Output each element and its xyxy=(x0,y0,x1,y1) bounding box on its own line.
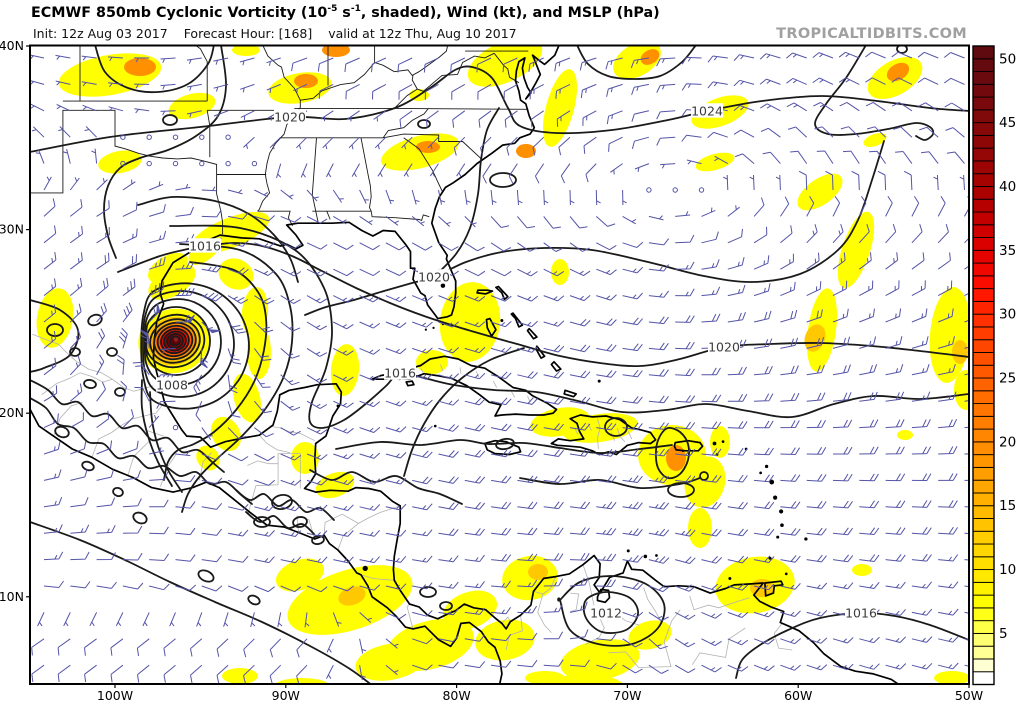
title-text: ECMWF 850mb Cyclonic Vorticity (10 xyxy=(31,4,328,21)
admin-borders-foreign xyxy=(32,333,793,668)
us-state-borders xyxy=(30,45,529,235)
svg-text:30: 30 xyxy=(999,307,1016,323)
svg-text:45: 45 xyxy=(999,115,1016,131)
title-text: s xyxy=(337,4,351,21)
svg-text:10: 10 xyxy=(999,562,1016,578)
map-frame xyxy=(29,44,970,685)
svg-text:50W: 50W xyxy=(955,688,983,703)
svg-text:100W: 100W xyxy=(97,688,133,703)
svg-text:1024: 1024 xyxy=(691,104,723,119)
svg-text:40: 40 xyxy=(999,179,1016,195)
svg-text:40N: 40N xyxy=(0,38,24,53)
svg-text:1016: 1016 xyxy=(845,606,877,621)
svg-text:35: 35 xyxy=(999,243,1016,259)
svg-text:10N: 10N xyxy=(0,589,24,604)
svg-text:90W: 90W xyxy=(272,688,300,703)
svg-text:5: 5 xyxy=(999,626,1008,642)
svg-text:30N: 30N xyxy=(0,222,24,237)
site-watermark: TROPICALTIDBITS.COM xyxy=(776,26,967,42)
init-time: Init: 12z Aug 03 2017 xyxy=(33,26,168,41)
svg-text:1020: 1020 xyxy=(418,270,450,285)
map-title: ECMWF 850mb Cyclonic Vorticity (10-5 s-1… xyxy=(31,4,660,21)
svg-text:50: 50 xyxy=(999,51,1016,67)
svg-text:1008: 1008 xyxy=(156,378,188,393)
title-superscript: -1 xyxy=(350,4,361,14)
svg-text:70W: 70W xyxy=(613,688,641,703)
svg-text:80W: 80W xyxy=(442,688,470,703)
axis-labels: 40N 30N 20N 10N 100W 90W 80W 70W 60W 50W xyxy=(0,38,983,703)
title-superscript: -5 xyxy=(327,4,338,14)
svg-text:1016: 1016 xyxy=(384,366,416,381)
vorticity-colorbar: 5 10 15 20 25 30 35 40 45 50 xyxy=(972,45,1016,686)
svg-text:20: 20 xyxy=(999,434,1016,450)
valid-time: valid at 12z Thu, Aug 10 2017 xyxy=(328,26,517,41)
coastlines xyxy=(30,45,900,684)
svg-text:1020: 1020 xyxy=(708,340,740,355)
svg-text:15: 15 xyxy=(999,498,1016,514)
map-layers: 1020 1024 1016 1020 1016 1020 1008 1012 1016 xyxy=(30,45,969,684)
svg-text:25: 25 xyxy=(999,371,1016,387)
title-text: , shaded), Wind (kt), and MSLP (hPa) xyxy=(360,4,660,21)
mslp-contour-labels: 1020 1024 1016 1020 1016 1020 1008 1012 1016 xyxy=(156,103,877,621)
svg-text:1012: 1012 xyxy=(590,606,622,621)
svg-text:60W: 60W xyxy=(784,688,812,703)
forecast-hour: Forecast Hour: [168] xyxy=(183,26,313,41)
vorticity-shading xyxy=(36,45,969,684)
init-valid-line: Init: 12z Aug 03 2017 Forecast Hour: [168… xyxy=(33,26,533,41)
svg-text:1016: 1016 xyxy=(189,239,221,254)
mslp-contours xyxy=(30,45,969,684)
svg-text:20N: 20N xyxy=(0,405,24,420)
svg-text:1020: 1020 xyxy=(274,110,306,125)
